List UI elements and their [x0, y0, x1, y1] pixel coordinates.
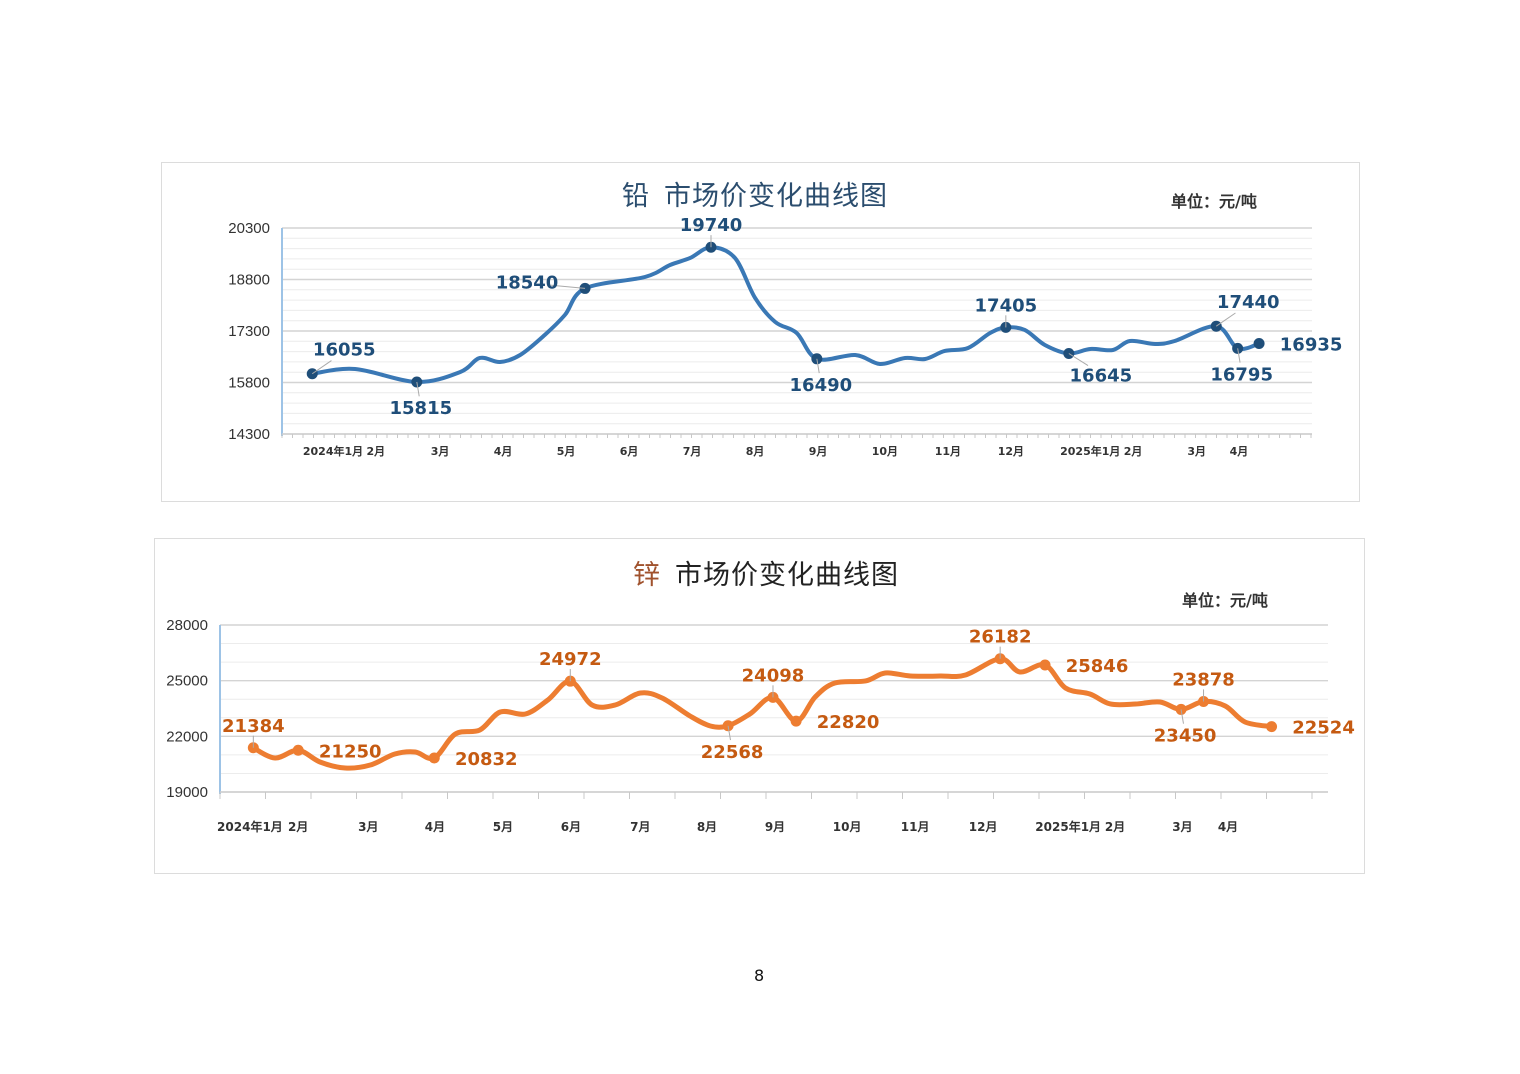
- data-point-marker: [292, 744, 304, 756]
- data-label: 15815: [390, 398, 453, 419]
- y-tick-label: 17300: [228, 323, 270, 340]
- y-tick-label: 14300: [228, 426, 270, 443]
- zinc-chart-title: 锌市场价变化曲线图: [633, 553, 899, 592]
- data-label: 21384: [222, 716, 285, 737]
- label-leader-line: [416, 381, 420, 397]
- data-label: 22820: [817, 712, 880, 733]
- x-tick-label: 7月: [683, 445, 702, 458]
- y-tick-label: 15800: [228, 375, 270, 392]
- lead-chart: 14300 15800 17300 18800 20300 2024年1月 2月 3月 4月 5月…: [228, 215, 1342, 458]
- data-label: 25846: [1066, 656, 1129, 677]
- data-label: 19740: [680, 215, 743, 236]
- label-leader-line: [1215, 312, 1236, 327]
- y-tick-label: 22000: [166, 728, 208, 745]
- x-tick-label: 2月: [367, 445, 386, 458]
- zinc-chart: 19000 22000 25000 28000 2024年1月 2月 3月 4月 5月 6月 7月 8…: [166, 617, 1355, 834]
- data-label: 16645: [1070, 365, 1133, 386]
- x-tick-label: 2025年1月: [1035, 819, 1101, 834]
- label-leader-line: [311, 360, 332, 375]
- y-tick-label: 28000: [166, 617, 208, 634]
- data-label: 16795: [1210, 364, 1273, 385]
- x-tick-label: 7月: [630, 820, 650, 834]
- lead-chart-title: 铅市场价变化曲线图: [622, 174, 888, 213]
- data-point-marker: [790, 715, 802, 727]
- x-tick-label: 2024年1月: [217, 819, 283, 834]
- x-tick-label: 2月: [1105, 820, 1125, 834]
- zinc-title-metal: 锌: [633, 560, 661, 591]
- x-tick-label: 11月: [935, 445, 961, 458]
- x-tick-label: 3月: [1172, 820, 1192, 834]
- x-tick-label: 3月: [431, 445, 450, 458]
- data-label: 20832: [455, 749, 518, 770]
- data-label: 17440: [1217, 292, 1280, 313]
- x-tick-label: 12月: [969, 820, 998, 834]
- data-label: 23450: [1154, 725, 1217, 746]
- y-tick-label: 19000: [166, 784, 208, 801]
- label-leader-line: [1180, 709, 1184, 724]
- x-tick-label: 2024年1月: [303, 444, 363, 458]
- x-tick-label: 10月: [872, 445, 898, 458]
- data-label: 24972: [539, 649, 602, 670]
- x-tick-label: 11月: [901, 820, 930, 834]
- zinc-title-text: 市场价变化曲线图: [675, 560, 899, 591]
- data-point-marker: [1266, 721, 1278, 733]
- y-tick-label: 25000: [166, 673, 208, 690]
- x-tick-label: 4月: [425, 820, 445, 834]
- y-tick-label: 20300: [228, 220, 270, 237]
- x-tick-label: 8月: [697, 820, 717, 834]
- x-tick-label: 5月: [493, 820, 513, 834]
- x-tick-label: 2025年1月: [1060, 444, 1120, 458]
- data-label: 24098: [742, 665, 805, 686]
- x-tick-label: 9月: [765, 820, 785, 834]
- x-tick-label: 2月: [1124, 445, 1143, 458]
- lead-title-metal: 铅: [622, 181, 650, 212]
- x-tick-label: 6月: [620, 445, 639, 458]
- x-tick-label: 3月: [1187, 445, 1206, 458]
- lead-price-line: [310, 245, 1262, 384]
- x-tick-label: 4月: [1218, 820, 1238, 834]
- x-tick-label: 10月: [833, 820, 862, 834]
- lead-unit-label: 单位：元/吨: [1171, 192, 1257, 211]
- lead-chart-frame: [161, 162, 1360, 502]
- data-point-marker: [1253, 338, 1265, 350]
- x-tick-label: 6月: [561, 820, 581, 834]
- data-label: 17405: [975, 295, 1038, 316]
- data-label: 18540: [496, 272, 559, 293]
- data-label: 22568: [701, 742, 764, 763]
- label-leader-line: [1068, 353, 1089, 367]
- data-label: 26182: [969, 627, 1032, 648]
- x-tick-label: 4月: [1230, 445, 1249, 458]
- label-leader-line: [550, 284, 586, 289]
- label-leader-line: [727, 725, 731, 741]
- lead-title-text: 市场价变化曲线图: [664, 181, 888, 212]
- x-tick-label: 12月: [998, 445, 1024, 458]
- data-label: 23878: [1172, 669, 1235, 690]
- x-tick-label: 4月: [494, 445, 513, 458]
- label-leader-line: [1237, 348, 1241, 363]
- zinc-unit-label: 单位：元/吨: [1182, 591, 1268, 610]
- x-tick-label: 2月: [288, 820, 308, 834]
- data-label: 16055: [313, 340, 376, 361]
- data-label: 22524: [1292, 718, 1355, 739]
- x-tick-label: 8月: [746, 445, 765, 458]
- zinc-price-line: [250, 656, 1275, 771]
- data-point-marker: [428, 752, 440, 764]
- y-tick-label: 18800: [228, 272, 270, 289]
- x-tick-label: 5月: [557, 445, 576, 458]
- data-label: 16490: [790, 375, 853, 396]
- x-tick-label: 9月: [809, 445, 828, 458]
- data-point-marker: [1039, 659, 1051, 671]
- data-label: 21250: [319, 741, 382, 762]
- data-label: 16935: [1280, 335, 1343, 356]
- page-number: 8: [754, 966, 765, 985]
- x-tick-label: 3月: [358, 820, 378, 834]
- label-leader-line: [816, 358, 820, 374]
